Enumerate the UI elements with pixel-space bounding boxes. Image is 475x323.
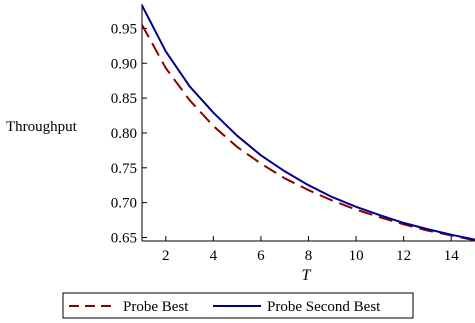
series-layer bbox=[141, 4, 475, 242]
y-axis-title: Throughput bbox=[6, 119, 78, 135]
legend-label-probe-best: Probe Best bbox=[123, 299, 189, 315]
series-line-probe-second-best bbox=[141, 4, 475, 241]
x-axis-title: T bbox=[302, 267, 312, 284]
ticks: 2 4 6 8 10 12 14 0.65 0.70 0.75 0.80 0.85 0.90 0.95 bbox=[111, 21, 459, 264]
legend-label-probe-second-best: Probe Second Best bbox=[267, 299, 381, 315]
x-tick-label: 14 bbox=[444, 248, 460, 264]
legend: Probe Best Probe Second Best bbox=[62, 292, 414, 319]
y-tick-label: 0.95 bbox=[111, 21, 137, 37]
y-tick-label: 0.70 bbox=[111, 196, 137, 212]
x-tick-label: 6 bbox=[257, 248, 265, 264]
x-tick-label: 4 bbox=[210, 248, 218, 264]
x-tick-label: 2 bbox=[162, 248, 170, 264]
y-tick-label: 0.75 bbox=[111, 161, 137, 177]
y-tick-label: 0.85 bbox=[111, 91, 137, 107]
y-tick-label: 0.90 bbox=[111, 56, 137, 72]
y-tick-label: 0.80 bbox=[111, 126, 137, 142]
series-line-probe-best bbox=[141, 24, 475, 242]
x-tick-label: 12 bbox=[396, 248, 411, 264]
y-tick-label: 0.65 bbox=[111, 231, 137, 247]
x-tick-label: 8 bbox=[305, 248, 313, 264]
axes bbox=[141, 4, 475, 242]
x-tick-label: 10 bbox=[349, 248, 364, 264]
